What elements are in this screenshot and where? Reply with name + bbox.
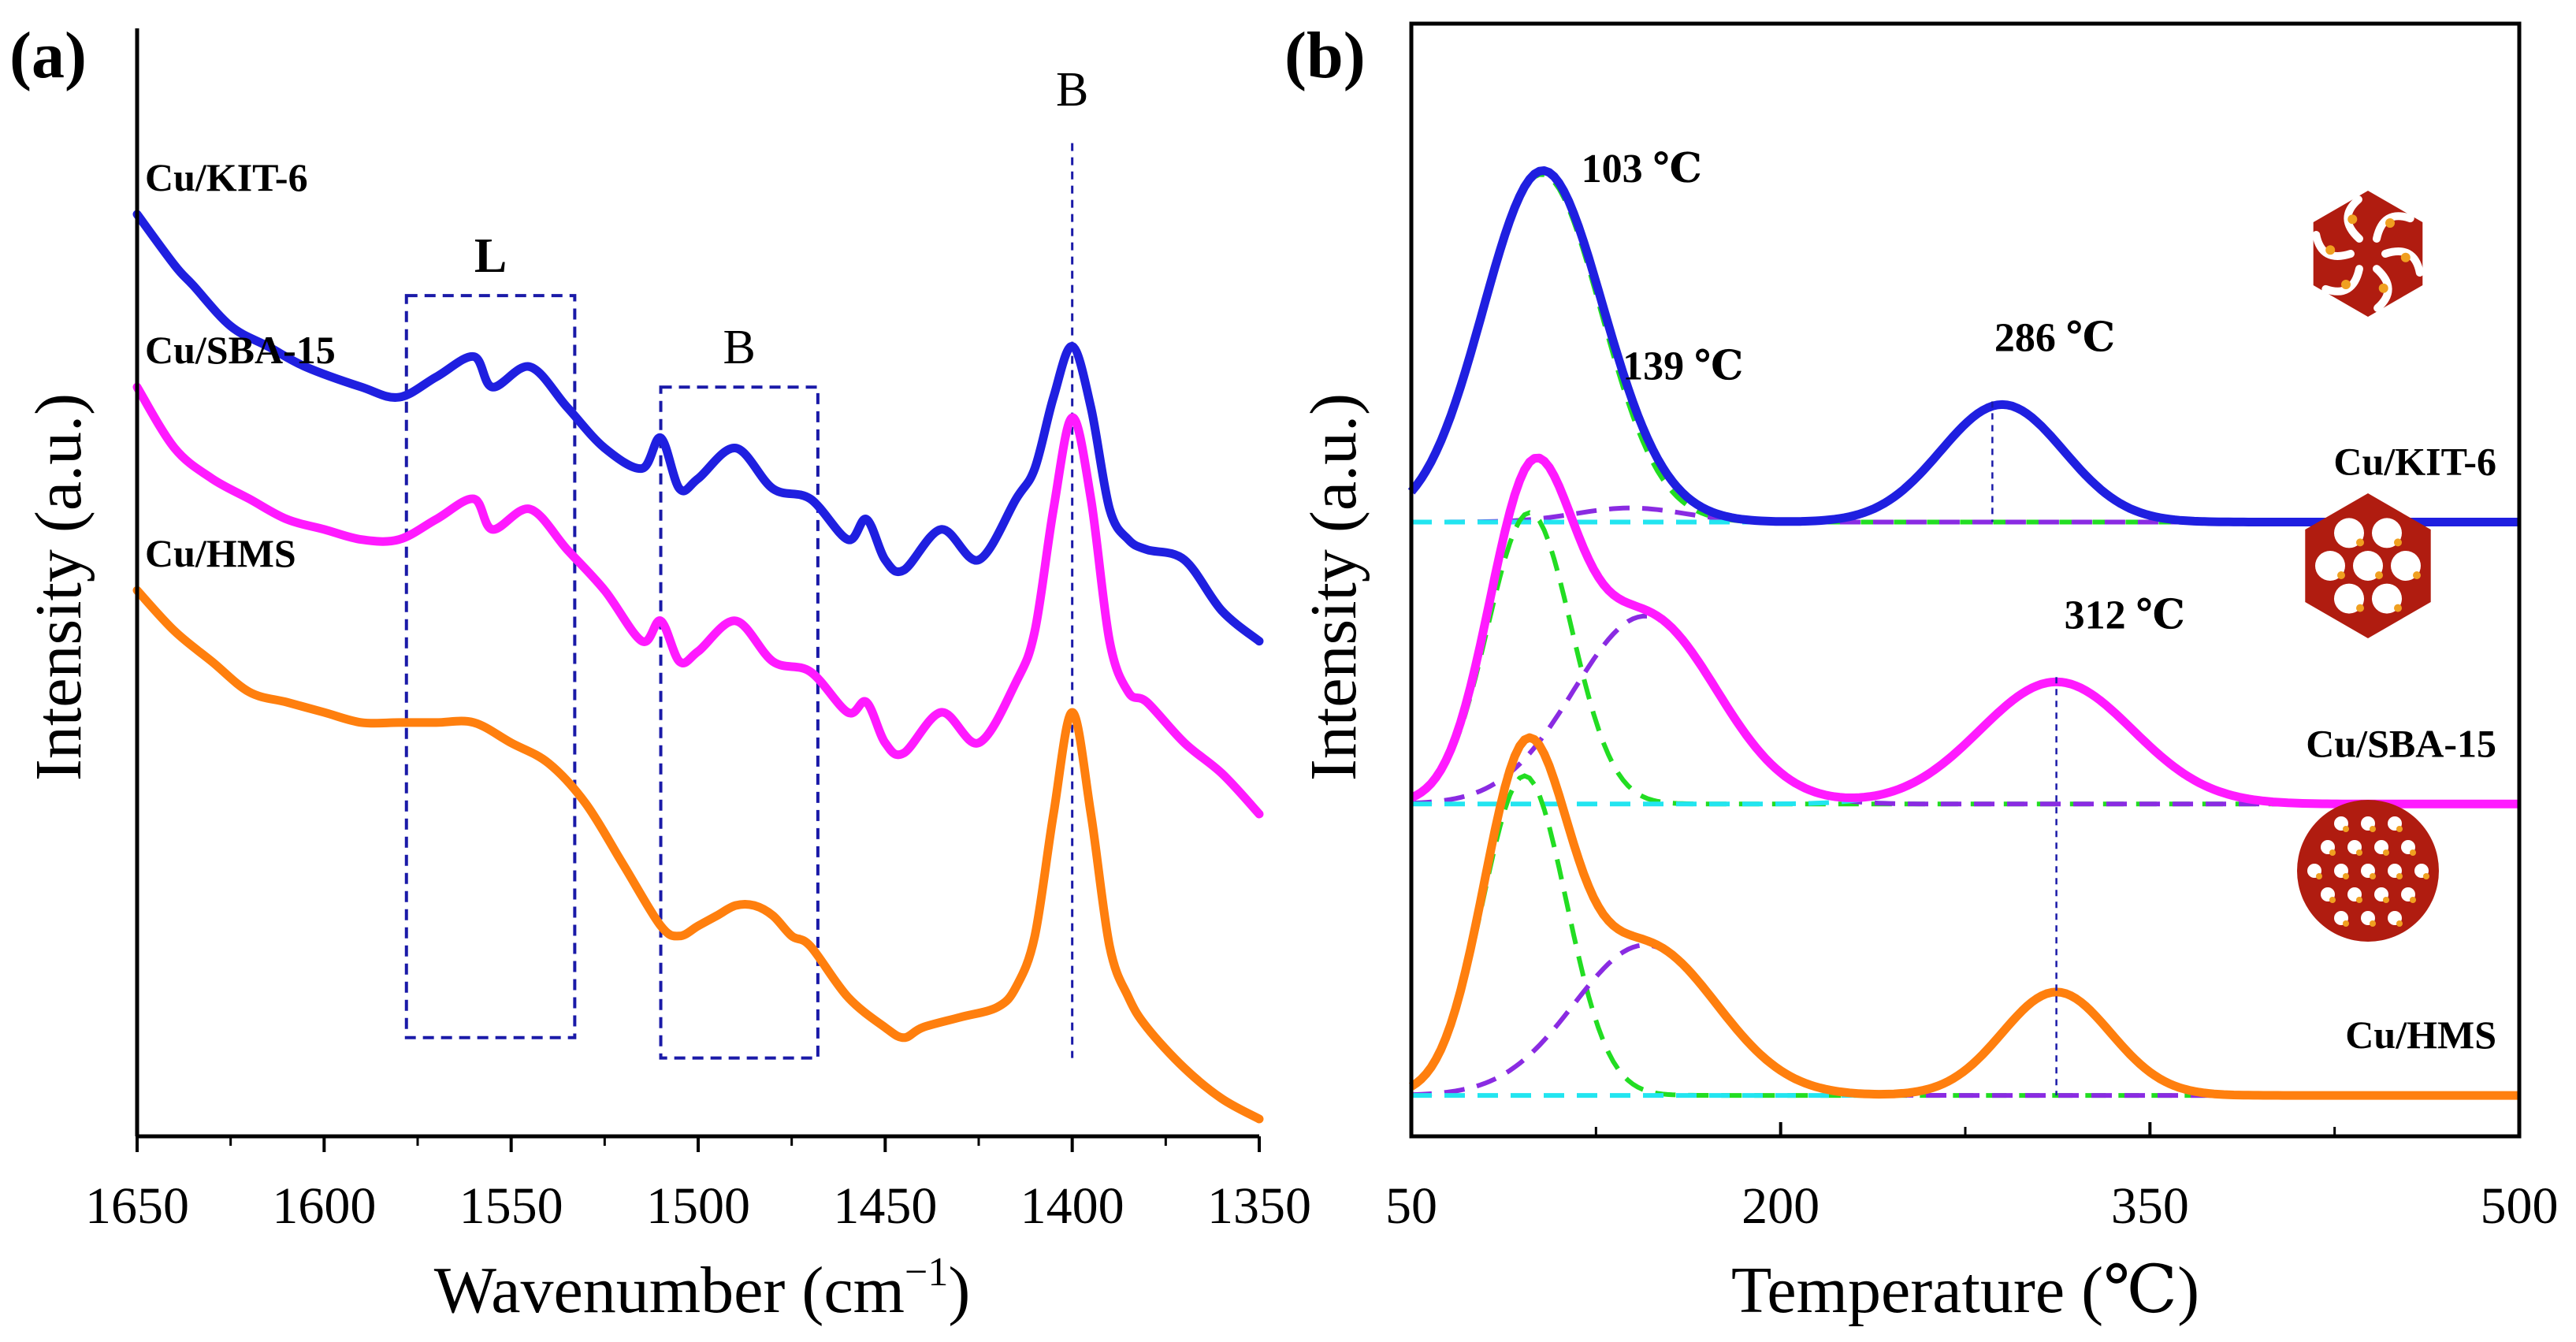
panel-a-x-axis-title: Wavenumber (cm−1)	[434, 1250, 971, 1327]
panel-b: (b) Cu/KIT-6 Cu/SBA-15 Cu/HMS 103 ℃ 139 ℃ 286…	[1284, 19, 2559, 1327]
series-cu-sba-15	[132, 382, 1264, 819]
panel-a-plot-area: L B B Cu/KIT-6 Cu/SBA-15 Cu/HMS	[132, 63, 1264, 1124]
panel-a-x-ticks: 1650 1600 1550 1500 1450 1400 1350	[85, 1136, 1311, 1235]
hexagonal-pore-array-icon	[2305, 493, 2431, 638]
tpr-group-cu-sba-15: Cu/SBA-15	[1409, 453, 2519, 809]
peak-label-139: 139 ℃	[1623, 344, 1743, 389]
series-label-cu-kit-6: Cu/KIT-6	[145, 155, 308, 199]
fit-peak-cu-kit-6-2	[1411, 505, 2519, 525]
tpr-x-tick-label-500: 500	[2481, 1177, 2559, 1235]
series-cu-hms	[132, 585, 1264, 1124]
tpr-x-tick-label-350: 350	[2111, 1177, 2189, 1235]
panel-b-insets	[2297, 191, 2439, 942]
x-tick-label-1500: 1500	[646, 1177, 750, 1235]
panel-a-label: (a)	[9, 19, 87, 92]
panel-b-y-axis-title: Intensity (a.u.)	[1297, 393, 1370, 781]
panel-b-plot-area: Cu/KIT-6 Cu/SBA-15 Cu/HMS 103 ℃ 139 ℃ 286 ℃ 31…	[1407, 147, 2519, 1100]
tpr-label-cu-kit-6: Cu/KIT-6	[2333, 440, 2496, 484]
tpr-label-cu-sba-15: Cu/SBA-15	[2306, 721, 2496, 765]
peak-label-312: 312 ℃	[2065, 593, 2185, 638]
series-label-cu-hms: Cu/HMS	[145, 531, 296, 575]
panel-b-x-ticks: 50 200 350 500	[1385, 1122, 2559, 1235]
peak-label-286: 286 ℃	[1994, 315, 2115, 360]
fit-peak-cu-sba-15-2	[1411, 613, 2519, 807]
tpr-label-cu-hms: Cu/HMS	[2345, 1013, 2496, 1057]
region-label-b: B	[723, 321, 756, 374]
tpr-x-tick-label-200: 200	[1741, 1177, 1820, 1235]
x-tick-label-1600: 1600	[272, 1177, 376, 1235]
panel-b-label: (b)	[1284, 19, 1366, 92]
x-tick-label-1650: 1650	[85, 1177, 189, 1235]
region-box-1	[404, 294, 577, 1039]
region-box-2	[659, 385, 820, 1060]
panel-a-y-axis-title: Intensity (a.u.)	[22, 393, 95, 781]
panel-b-x-axis-title: Temperature (℃)	[1731, 1254, 2199, 1327]
peak-label-103: 103 ℃	[1582, 147, 1702, 191]
x-tick-label-1400: 1400	[1020, 1177, 1124, 1235]
tpr-group-cu-hms: Cu/HMS	[1408, 733, 2519, 1100]
circular-pore-array-icon	[2297, 800, 2439, 942]
hexagonal-wheel-icon	[2312, 191, 2424, 317]
series-label-cu-sba-15: Cu/SBA-15	[145, 328, 336, 372]
series-cu-kit-6	[132, 210, 1264, 646]
x-tick-label-1550: 1550	[459, 1177, 563, 1235]
tpr-curve-cu-sba-15	[1409, 453, 2519, 809]
tpr-x-tick-label-50: 50	[1385, 1177, 1437, 1235]
region-label-l: L	[474, 229, 507, 283]
x-tick-label-1350: 1350	[1207, 1177, 1311, 1235]
fit-peak-cu-sba-15-1	[1410, 510, 2519, 807]
tpr-curve-cu-hms	[1408, 733, 2519, 1100]
b-band-label: B	[1056, 63, 1088, 117]
x-tick-label-1450: 1450	[833, 1177, 937, 1235]
